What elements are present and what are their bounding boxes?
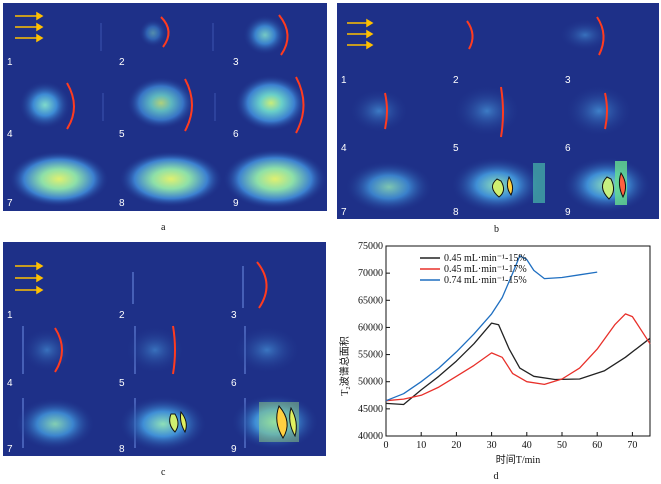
x-tick-label: 70 xyxy=(627,440,637,451)
svg-text:9: 9 xyxy=(231,444,237,455)
svg-text:2: 2 xyxy=(119,57,125,68)
cell-numbers: 1 2 3 4 5 6 7 8 9 xyxy=(7,310,237,455)
chart-legend: 0.45 mL·min⁻¹-15%0.45 mL·min⁻¹-17%0.74 m… xyxy=(420,253,527,286)
front-line xyxy=(54,327,63,373)
svg-text:2: 2 xyxy=(119,310,125,321)
front-line xyxy=(172,325,176,375)
svg-text:4: 4 xyxy=(341,143,347,154)
chart-panel-label: d xyxy=(494,471,499,482)
plot-frame xyxy=(385,245,651,437)
panel-label-a: a xyxy=(161,222,166,233)
mri-panel-b: 1 2 3 4 5 6 7 8 9 xyxy=(337,3,659,219)
y-tick-label: 70000 xyxy=(358,268,383,279)
front-line xyxy=(278,14,289,56)
front-line xyxy=(604,92,608,130)
x-tick-label: 50 xyxy=(557,440,567,451)
svg-text:1: 1 xyxy=(7,57,13,68)
chart-series xyxy=(385,255,651,406)
x-tick-label: 20 xyxy=(451,440,461,451)
flow-arrows xyxy=(15,261,44,295)
svg-text:3: 3 xyxy=(233,57,239,68)
x-tick-label: 30 xyxy=(487,440,497,451)
panel-label-c: c xyxy=(161,467,166,478)
cell-numbers: 1 2 3 4 5 6 7 8 9 xyxy=(341,75,571,218)
front-line xyxy=(66,82,75,130)
svg-text:6: 6 xyxy=(231,378,237,389)
y-tick-label: 65000 xyxy=(358,295,383,306)
svg-text:5: 5 xyxy=(119,129,125,140)
svg-text:8: 8 xyxy=(119,198,125,209)
x-tick-label: 10 xyxy=(416,440,426,451)
front-line xyxy=(160,16,170,48)
mri-grid-b: 1 2 3 4 5 6 7 8 9 xyxy=(341,16,651,218)
y-tick-label: 55000 xyxy=(358,350,383,361)
svg-text:4: 4 xyxy=(7,378,13,389)
svg-text:9: 9 xyxy=(565,207,571,218)
svg-text:1: 1 xyxy=(341,75,347,86)
svg-text:7: 7 xyxy=(341,207,347,218)
series-line-2 xyxy=(385,313,651,402)
svg-text:5: 5 xyxy=(119,378,125,389)
mri-panel-a: 1 2 3 4 5 6 7 8 9 xyxy=(3,3,327,211)
svg-text:3: 3 xyxy=(565,75,571,86)
svg-text:3: 3 xyxy=(231,310,237,321)
front-line xyxy=(295,76,305,134)
y-tick-label: 75000 xyxy=(358,241,383,252)
cell-numbers: 1 2 3 4 5 6 7 8 9 xyxy=(7,57,239,209)
flow-arrows xyxy=(15,11,44,43)
x-tick-label: 0 xyxy=(384,440,389,451)
front-line xyxy=(256,261,268,309)
y-axis-label: T₂波谱总面积 xyxy=(338,336,351,396)
y-tick-label: 40000 xyxy=(358,431,383,442)
legend-entry-3: 0.74 mL·min⁻¹-15% xyxy=(444,275,527,286)
svg-text:6: 6 xyxy=(565,143,571,154)
svg-text:7: 7 xyxy=(7,444,13,455)
svg-text:9: 9 xyxy=(233,198,239,209)
x-axis-label: 时间T/min xyxy=(496,453,540,466)
t2-area-chart: 40000 45000 50000 55000 60000 65000 70000 75000… xyxy=(338,241,651,482)
x-tick-label: 40 xyxy=(522,440,532,451)
svg-text:2: 2 xyxy=(453,75,459,86)
chart-axes: 40000 45000 50000 55000 60000 65000 70000 75000… xyxy=(358,241,651,451)
flow-arrows xyxy=(347,18,374,50)
svg-text:1: 1 xyxy=(7,310,13,321)
mri-grid-c: 1 2 3 4 5 6 7 8 9 xyxy=(7,261,319,455)
y-tick-label: 50000 xyxy=(358,377,383,388)
series-line-1 xyxy=(385,322,651,406)
panel-label-b: b xyxy=(494,224,499,235)
svg-text:8: 8 xyxy=(453,207,459,218)
y-tick-label: 60000 xyxy=(358,322,383,333)
front-line xyxy=(596,16,605,56)
svg-text:8: 8 xyxy=(119,444,125,455)
svg-text:4: 4 xyxy=(7,129,13,140)
series-line-3 xyxy=(385,255,598,402)
y-tick-label: 45000 xyxy=(358,404,383,415)
mri-grid-a: 1 2 3 4 5 6 7 8 9 xyxy=(7,11,327,209)
svg-text:7: 7 xyxy=(7,198,13,209)
front-line xyxy=(384,92,388,130)
mri-panel-c: 1 2 3 4 5 6 7 8 9 xyxy=(3,242,326,456)
legend-entry-1: 0.45 mL·min⁻¹-15% xyxy=(444,253,527,264)
front-line xyxy=(500,86,504,138)
front-line xyxy=(466,20,474,50)
x-tick-label: 60 xyxy=(592,440,602,451)
legend-entry-2: 0.45 mL·min⁻¹-17% xyxy=(444,264,527,275)
svg-text:6: 6 xyxy=(233,129,239,140)
svg-text:5: 5 xyxy=(453,143,459,154)
front-line xyxy=(184,78,193,132)
